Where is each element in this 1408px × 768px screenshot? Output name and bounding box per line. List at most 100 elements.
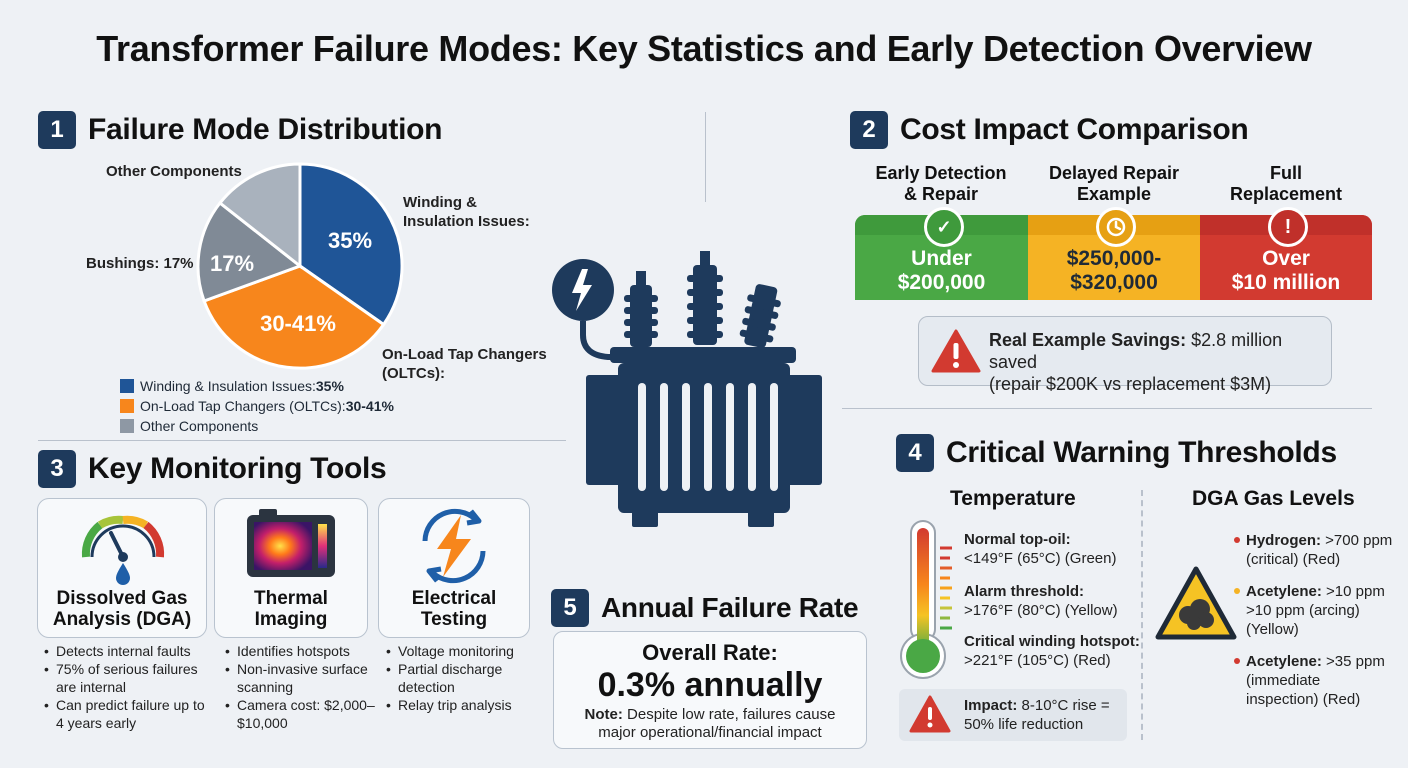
cost-header-line1: Delayed Repair [1048,163,1180,183]
legend-swatch [120,419,134,433]
dga-heading: DGA Gas Levels [1192,487,1355,510]
cost-value: Under $200,000 [855,247,1028,295]
cost-value-line2: $10 million [1231,271,1341,294]
tool-bullet: Detects internal faults [44,642,214,660]
tool-bullets-dga: Detects internal faults 75% of serious f… [44,642,214,732]
gauge-icon [81,515,165,585]
section-title: Failure Mode Distribution [88,113,443,146]
section-number: 1 [38,111,76,149]
cost-bar-replacement: ! Over $10 million [1200,207,1372,300]
tool-bullet: Partial discharge detection [386,660,536,696]
status-dot [1234,588,1240,594]
gas-value: >10 ppm [1321,583,1385,600]
threshold-label: Alarm threshold: [964,583,1085,600]
legend-item: On-Load Tap Changers (OLTCs): 30-41% [120,396,394,416]
legend-swatch [120,399,134,413]
section-number: 5 [551,589,589,627]
tool-name-line2: Analysis (DGA) [52,609,192,630]
section-1-header: 1 Failure Mode Distribution [38,111,442,149]
section-title: Critical Warning Thresholds [946,436,1337,469]
check-icon: ✓ [924,207,964,247]
tool-name: Dissolved Gas Analysis (DGA) [38,588,206,630]
tool-card-dga: Dissolved Gas Analysis (DGA) [37,498,207,638]
tool-bullets-thermal: Identifies hotspots Non-invasive surface… [225,642,375,732]
section-title: Annual Failure Rate [601,592,859,623]
tool-bullet: Voltage monitoring [386,642,536,660]
pie-label-oltc-line2: (OLTCs): [382,365,446,382]
tool-name-line1: Electrical [411,588,497,609]
tool-bullet: Camera cost: $2,000–$10,000 [225,696,375,732]
hazard-gas-icon [1155,566,1237,640]
divider [705,112,706,202]
legend-item: Winding & Insulation Issues: 35% [120,376,394,396]
temp-threshold-normal: Normal top-oil: <149°F (65°C) (Green) [964,530,1116,568]
pie-legend: Winding & Insulation Issues: 35% On-Load… [120,376,394,436]
cost-header-line2: Example [1076,184,1152,204]
warning-icon [909,695,951,733]
tool-name-line2: Testing [420,609,488,630]
threshold-value: <149°F (65°C) (Green) [964,550,1117,567]
temp-threshold-critical: Critical winding hotspot: >221°F (105°C)… [964,632,1140,670]
gas-label: Acetylene: [1246,653,1322,670]
threshold-label: Normal top-oil: [964,531,1071,548]
pie-label-winding-line2: Insulation Issues: [403,213,530,230]
threshold-value: >176°F (80°C) (Yellow) [964,602,1118,619]
gas-label: Acetylene: [1246,583,1322,600]
section-number: 3 [38,450,76,488]
lightning-icon [422,508,486,584]
pie-slice-oltc [202,264,386,370]
section-number: 4 [896,434,934,472]
threshold-value: >221°F (105°C) (Red) [964,652,1111,669]
impact-label: Impact: [964,697,1018,714]
savings-callout: Real Example Savings: $2.8 million saved… [918,316,1332,394]
clock-icon [1096,207,1136,247]
tool-card-electrical: Electrical Testing [378,498,530,638]
tool-name: Thermal Imaging [215,588,367,630]
pie-label-bushings: Bushings: 17% [86,255,194,272]
cost-value-line1: Over [1262,247,1310,270]
pie-label-oltc: On-Load Tap Changers (OLTCs): [382,345,547,383]
section-3-header: 3 Key Monitoring Tools [38,450,387,488]
tool-name-line1: Dissolved Gas [56,588,188,609]
thermometer-icon [900,520,952,679]
cost-header-line1: Full [1270,163,1302,183]
failure-pie-chart: 35% 30-41% 17% [196,162,404,370]
page-title: Transformer Failure Modes: Key Statistic… [96,28,1312,69]
impact-text: Impact: 8-10°C rise = 50% life reduction [964,696,1110,734]
cost-value-line2: $200,000 [897,271,986,294]
tool-bullet: Can predict failure up to 4 years early [44,696,214,732]
cost-value-line1: Under [911,247,972,270]
legend-label: Other Components [140,418,259,434]
warning-icon: ! [1268,207,1308,247]
gas-label: Hydrogen: [1246,532,1321,549]
dga-item-acetylene-arcing: Acetylene: >10 ppm >10 ppm (arcing) (Yel… [1234,582,1385,639]
cost-value: Over $10 million [1200,247,1372,295]
gas-value: >35 ppm [1321,653,1385,670]
divider [1141,490,1143,740]
tool-bullets-electrical: Voltage monitoring Partial discharge det… [386,642,536,714]
legend-swatch [120,379,134,393]
divider [842,408,1372,409]
pie-label-other: Other Components [106,163,242,180]
tool-card-thermal: Thermal Imaging [214,498,368,638]
legend-label: Winding & Insulation Issues: [140,378,316,394]
rate-note-line1: Despite low rate, failures cause [622,706,836,723]
tool-name: Electrical Testing [379,588,529,630]
cost-header-replacement: Full Replacement [1200,163,1372,205]
cost-header-line1: Early Detection [875,163,1007,183]
pie-slice-other [217,162,302,270]
gas-value: >700 ppm [1321,532,1393,549]
temperature-heading: Temperature [950,487,1076,510]
pie-label-winding: Winding & Insulation Issues: [403,193,530,231]
transformer-icon [552,251,822,527]
status-dot [1234,658,1240,664]
cost-header-line2: Replacement [1229,184,1343,204]
section-title: Key Monitoring Tools [88,452,387,485]
pie-label-winding-line1: Winding & [403,194,478,211]
tool-bullet: Non-invasive surface scanning [225,660,375,696]
status-dot [1234,537,1240,543]
gas-detail: (critical) (Red) [1246,551,1341,568]
rate-note: Note: Despite low rate, failures cause m… [554,706,866,742]
divider [38,440,566,441]
section-number: 2 [850,111,888,149]
